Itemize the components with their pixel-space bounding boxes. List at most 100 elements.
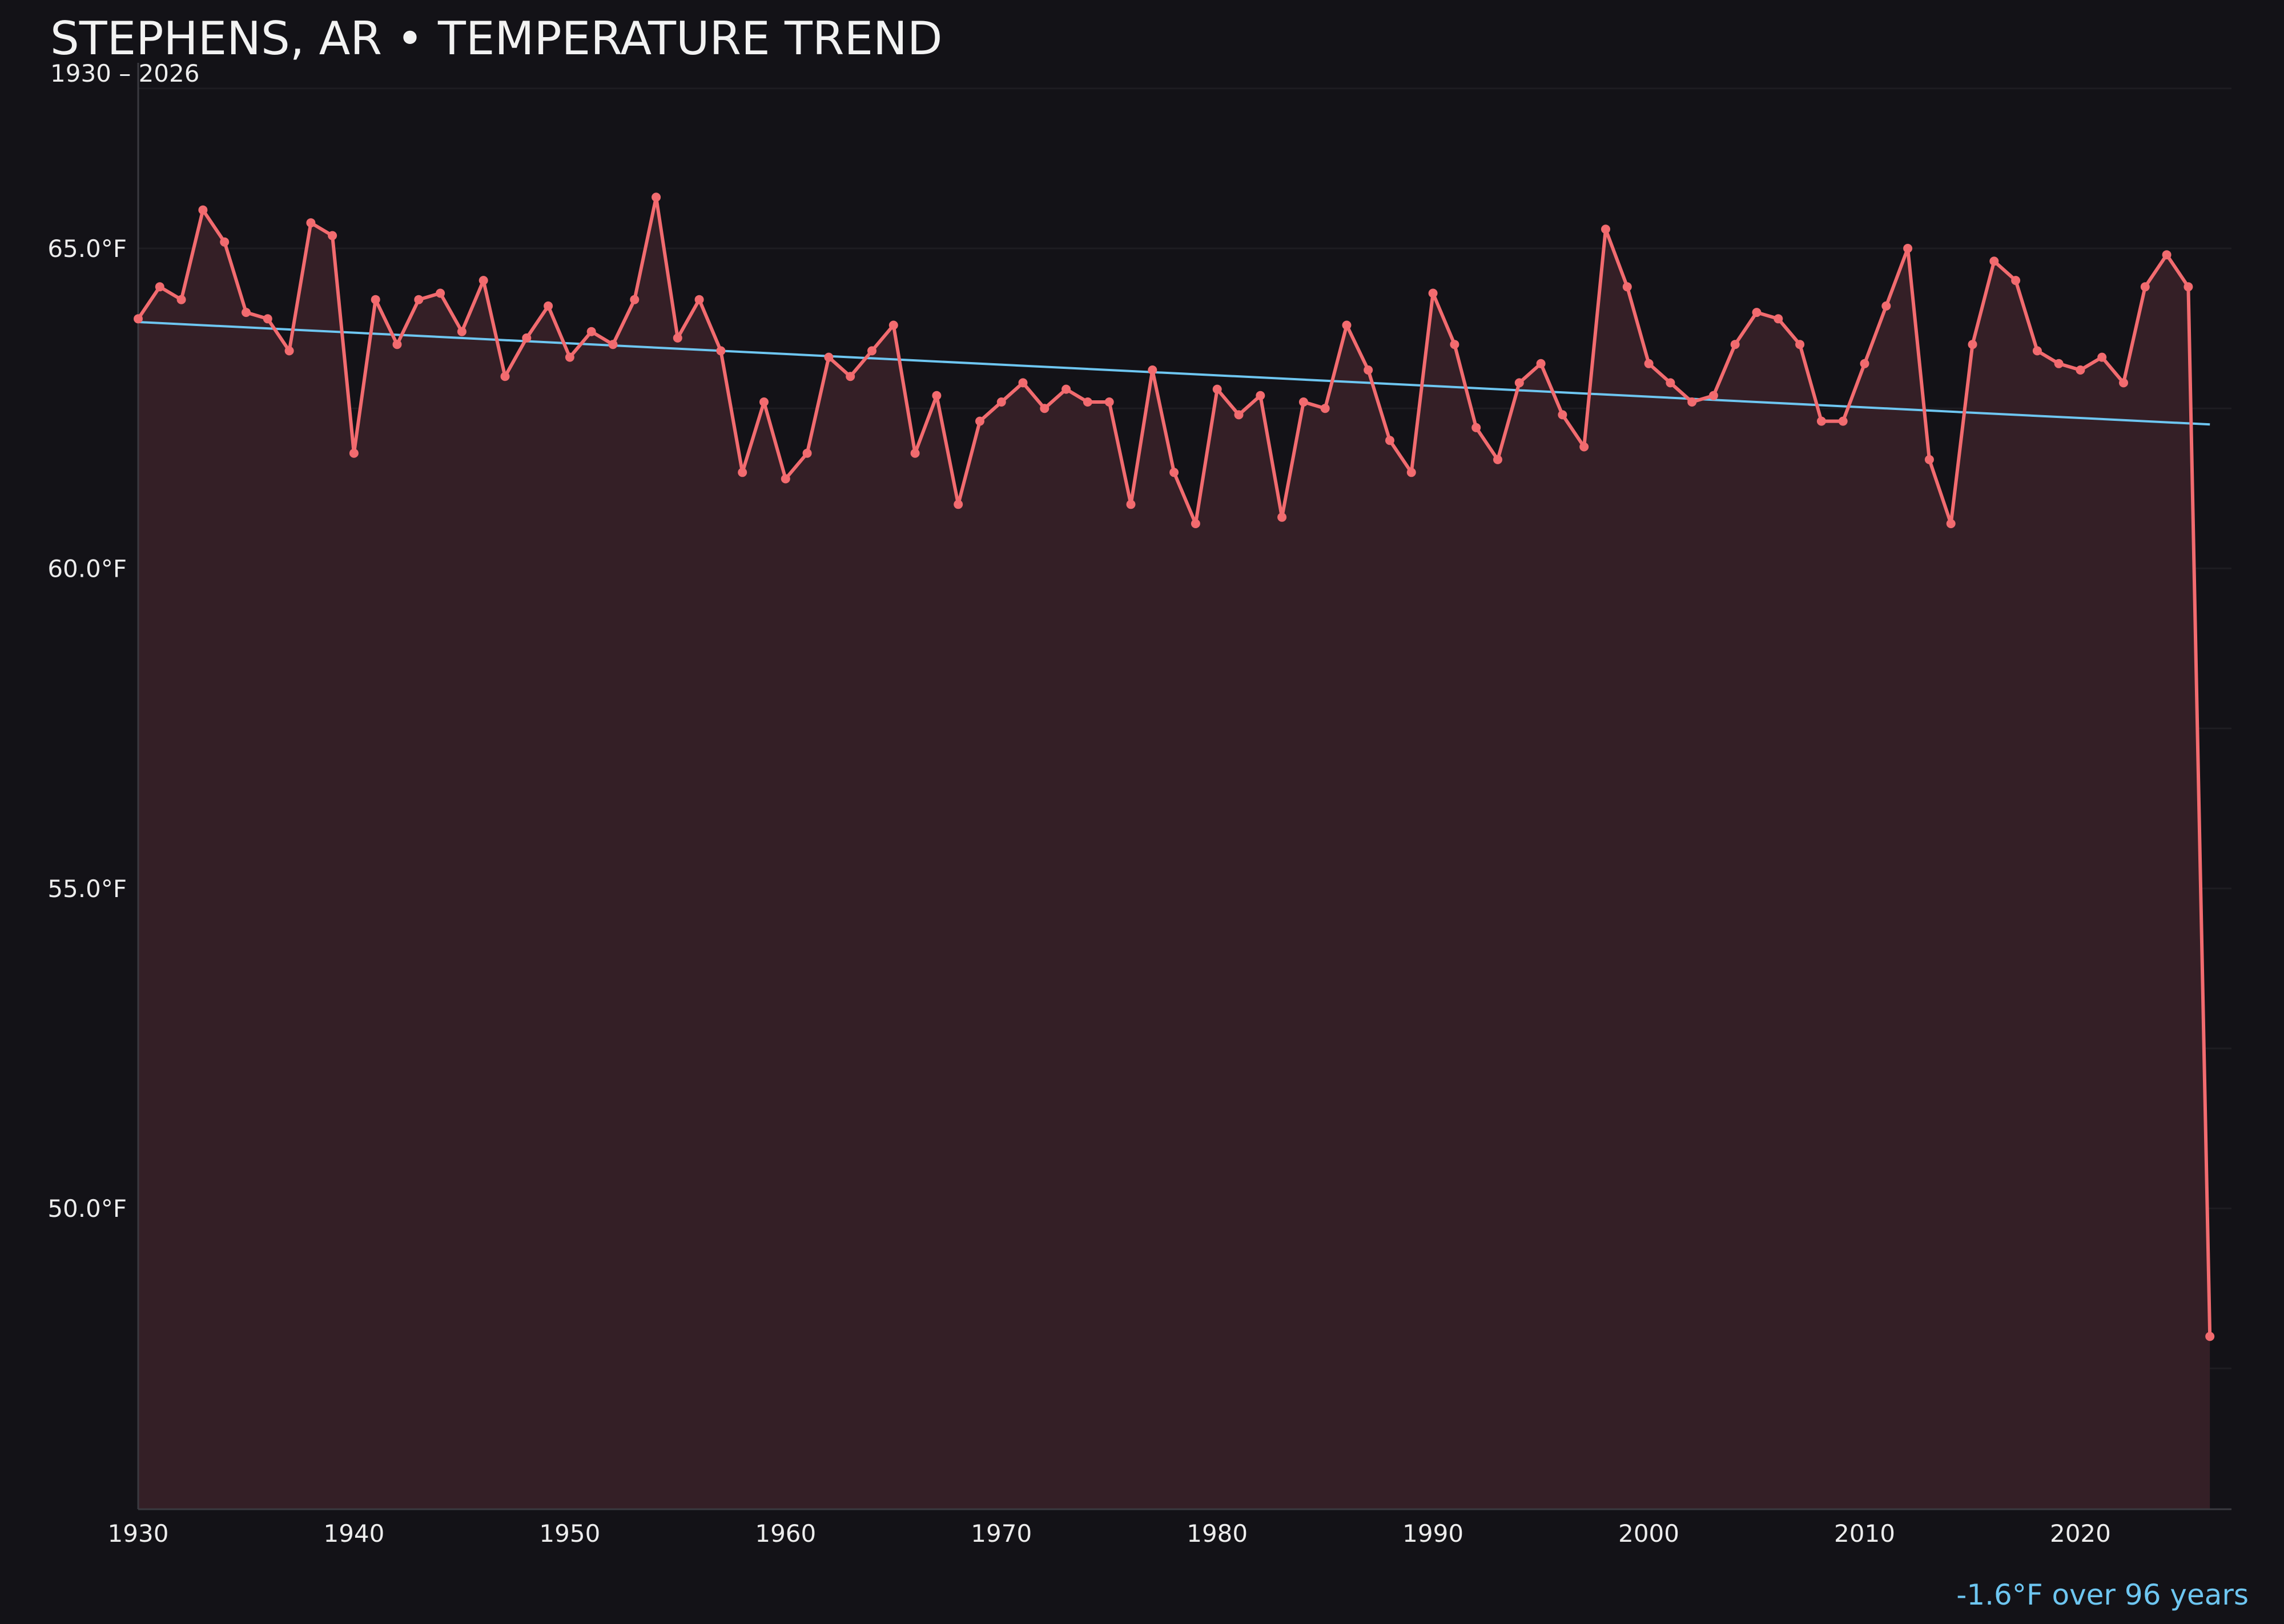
data-point [608, 340, 618, 349]
area-fill [138, 197, 2210, 1510]
data-point [802, 448, 812, 458]
data-point [1860, 359, 1869, 368]
data-point [1579, 442, 1589, 452]
data-point [284, 346, 294, 356]
trend-annotation: -1.6°F over 96 years [1956, 1578, 2249, 1611]
data-point [478, 276, 488, 286]
data-point [1040, 404, 1049, 413]
data-point [888, 320, 898, 330]
data-point [328, 231, 337, 240]
data-point [2011, 276, 2021, 286]
data-point [1946, 519, 1956, 528]
x-tick-label: 2000 [1618, 1520, 1679, 1547]
data-point [716, 346, 726, 356]
data-point [1277, 512, 1287, 522]
data-point [1104, 397, 1114, 407]
data-point [371, 295, 380, 304]
area-fill-layer [138, 197, 2210, 1510]
data-point [1774, 314, 1783, 324]
data-point [781, 474, 790, 484]
data-point [586, 327, 596, 336]
data-point [1622, 282, 1632, 292]
data-point [1364, 365, 1373, 375]
data-point [134, 314, 143, 324]
x-tick-label: 1970 [971, 1520, 1032, 1547]
chart-title: STEPHENS, AR • TEMPERATURE TREND [50, 12, 943, 65]
data-point [954, 500, 963, 509]
data-point [910, 448, 920, 458]
data-point [155, 282, 164, 292]
x-tick-label: 2020 [2050, 1520, 2111, 1547]
data-points [134, 192, 2215, 1341]
data-point [652, 192, 661, 202]
data-point [565, 352, 574, 362]
data-point [738, 468, 747, 477]
y-tick-label: 60.0°F [47, 554, 127, 582]
data-point [1471, 423, 1481, 432]
data-point [1450, 340, 1459, 349]
data-point [220, 237, 230, 247]
data-point [544, 301, 553, 311]
y-tick-label: 55.0°F [47, 875, 127, 903]
data-point [2032, 346, 2042, 356]
data-point [1968, 340, 1977, 349]
x-tick-label: 1930 [108, 1520, 169, 1547]
data-point [242, 308, 251, 317]
data-point [2140, 282, 2150, 292]
data-point [1816, 416, 1826, 426]
data-point [1169, 468, 1179, 477]
data-point [2119, 378, 2128, 388]
data-point [1256, 391, 1265, 400]
data-point [1601, 224, 1610, 234]
x-tick-label: 1940 [323, 1520, 384, 1547]
data-point [1558, 410, 1567, 420]
data-point [1148, 365, 1157, 375]
data-point [824, 352, 834, 362]
data-point [2184, 282, 2193, 292]
data-point [1406, 468, 1416, 477]
data-point [759, 397, 769, 407]
x-tick-label: 2010 [1834, 1520, 1895, 1547]
data-point [2205, 1332, 2215, 1341]
data-point [996, 397, 1006, 407]
data-point [975, 416, 984, 426]
data-point [1730, 340, 1740, 349]
data-point [1903, 244, 1913, 253]
data-point [457, 327, 467, 336]
data-point [694, 295, 704, 304]
data-point [673, 333, 682, 343]
x-tick-label: 1950 [539, 1520, 600, 1547]
data-point [1514, 378, 1524, 388]
data-point [1018, 378, 1028, 388]
data-point [846, 372, 855, 381]
data-point [630, 295, 640, 304]
data-point [1428, 288, 1438, 298]
tick-labels: 50.0°F 55.0°F 60.0°F 65.0°F 1930 1940 1950 1960… [47, 235, 2111, 1547]
data-point [392, 340, 402, 349]
data-point [1493, 455, 1502, 464]
data-point [1752, 308, 1762, 317]
data-point [1924, 455, 1934, 464]
data-point [1536, 359, 1546, 368]
data-point [2054, 359, 2064, 368]
data-point [1795, 340, 1805, 349]
x-tick-label: 1960 [755, 1520, 816, 1547]
y-tick-label: 50.0°F [47, 1195, 127, 1223]
trend-layer [138, 320, 2210, 426]
data-point [1126, 500, 1136, 509]
data-point [2162, 250, 2172, 260]
data-point [1838, 416, 1848, 426]
data-point [198, 205, 208, 215]
data-point [2076, 365, 2085, 375]
data-point [867, 346, 876, 356]
data-point [1212, 384, 1222, 394]
data-point [176, 295, 186, 304]
x-tick-label: 1980 [1187, 1520, 1248, 1547]
trend-line [138, 320, 2210, 426]
data-point [414, 295, 424, 304]
data-point [1687, 397, 1697, 407]
axes [137, 63, 2231, 1510]
data-point [1385, 436, 1394, 445]
data-point [1644, 359, 1654, 368]
